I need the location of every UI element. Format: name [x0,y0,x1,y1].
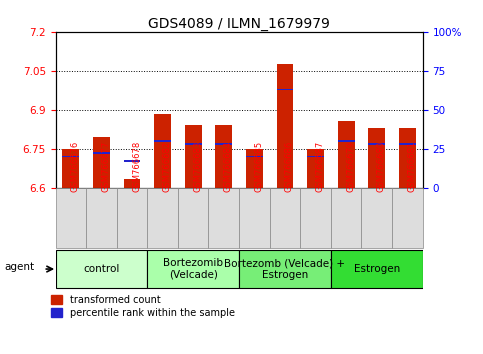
Text: GSM766687: GSM766687 [315,141,325,193]
Text: GSM766680: GSM766680 [377,141,386,193]
Bar [239,250,331,288]
Bar [331,250,423,288]
Text: Estrogen: Estrogen [354,264,400,274]
Bar [154,114,171,188]
Bar [246,155,263,158]
Bar [300,188,331,248]
Text: Bortezomib
(Velcade): Bortezomib (Velcade) [163,258,223,280]
Text: GSM766683: GSM766683 [193,141,202,193]
Text: GSM766677: GSM766677 [101,141,111,193]
Bar [392,188,423,248]
Text: control: control [83,264,120,274]
Bar [124,178,141,188]
Bar [209,188,239,248]
Bar [62,155,79,158]
Text: GSM766686: GSM766686 [285,141,294,193]
Bar [62,149,79,188]
Bar [154,140,171,142]
Bar [185,125,201,188]
Bar [369,128,385,188]
Text: agent: agent [5,262,35,272]
Bar [117,188,147,248]
Bar [246,149,263,188]
Bar [147,188,178,248]
Bar [369,143,385,145]
Text: GSM766684: GSM766684 [224,141,233,193]
Bar [239,188,270,248]
Bar [307,149,324,188]
Title: GDS4089 / ILMN_1679979: GDS4089 / ILMN_1679979 [148,17,330,31]
Legend: transformed count, percentile rank within the sample: transformed count, percentile rank withi… [51,295,235,318]
Text: GSM766679: GSM766679 [346,141,355,193]
Bar [93,153,110,154]
Bar [215,143,232,145]
Bar [399,128,416,188]
Bar [56,250,147,288]
Bar [185,143,201,145]
Bar [86,188,117,248]
Bar [93,137,110,188]
Bar [178,188,209,248]
Bar [56,188,86,248]
Bar [338,121,355,188]
Bar [338,140,355,142]
Bar [331,188,361,248]
Bar [124,160,141,162]
Text: GSM766678: GSM766678 [132,141,141,193]
Text: GSM766682: GSM766682 [163,141,171,193]
Bar [277,64,293,188]
Bar [277,88,293,90]
Bar [270,188,300,248]
Text: GSM766676: GSM766676 [71,141,80,193]
Text: Bortezomb (Velcade) +
Estrogen: Bortezomb (Velcade) + Estrogen [225,258,345,280]
Bar [399,143,416,145]
Bar [215,125,232,188]
Bar [147,250,239,288]
Text: GSM766685: GSM766685 [255,141,263,193]
Bar [361,188,392,248]
Bar [307,155,324,158]
Text: GSM766681: GSM766681 [407,141,416,193]
